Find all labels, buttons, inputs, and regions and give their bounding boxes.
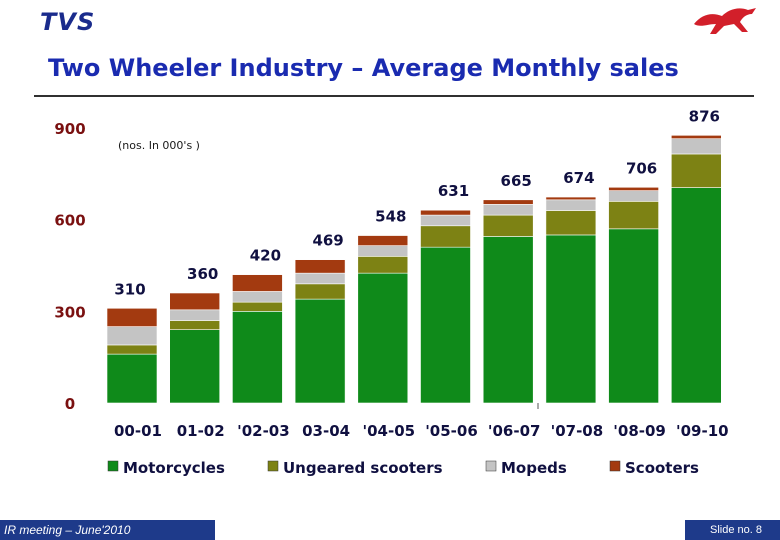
x-tick-label: '08-09: [613, 422, 666, 440]
bar-segment-motorcycles: [545, 234, 597, 404]
bar-segment-scooters: [482, 199, 534, 205]
x-tick-label: 03-04: [302, 422, 350, 440]
legend-swatch: [107, 460, 119, 472]
bar-segment-scooters: [420, 209, 471, 216]
bar-segment-ungeared-scooters: [420, 225, 471, 248]
x-tick-label: 01-02: [177, 422, 225, 440]
bar-segment-mopeds: [106, 326, 158, 346]
bar-segment-ungeared-scooters: [169, 320, 220, 330]
bar-segment-ungeared-scooters: [294, 283, 346, 300]
bar-segment-motorcycles: [670, 187, 722, 404]
x-tick-label: '09-10: [676, 422, 729, 440]
bar-segment-motorcycles: [420, 246, 471, 404]
bar-segment-mopeds: [232, 291, 283, 303]
x-tick-label: '04-05: [363, 422, 416, 440]
bar-segment-motorcycles: [357, 272, 409, 404]
bar-segment-scooters: [608, 186, 659, 191]
bar-total-label: 360: [187, 265, 218, 283]
bar-segment-scooters: [294, 259, 346, 274]
bar-segment-motorcycles: [608, 228, 659, 404]
title-divider: [34, 95, 754, 97]
legend-swatch: [267, 460, 279, 472]
x-tick-label: 00-01: [114, 422, 162, 440]
x-tick-label: '05-06: [425, 422, 478, 440]
bar-segment-ungeared-scooters: [232, 301, 283, 312]
bar-segment-mopeds: [169, 309, 220, 321]
legend-label: Mopeds: [501, 459, 567, 477]
bar-segment-mopeds: [608, 190, 659, 202]
bar-segment-scooters: [357, 235, 409, 246]
y-tick-label: 300: [54, 303, 85, 321]
legend-label: Motorcycles: [123, 459, 225, 477]
footer-slide-number: Slide no. 8: [685, 520, 780, 540]
bar-segment-mopeds: [420, 214, 471, 227]
bar-segment-ungeared-scooters: [670, 153, 722, 188]
bar-segment-ungeared-scooters: [357, 256, 409, 274]
bar-segment-mopeds: [482, 204, 534, 216]
bar-total-label: 469: [312, 232, 343, 250]
bar-segment-ungeared-scooters: [545, 210, 597, 236]
y-tick-label: 900: [54, 120, 85, 138]
bar-segment-ungeared-scooters: [608, 201, 659, 230]
bar-total-label: 310: [114, 280, 145, 298]
legend-swatch: [485, 460, 497, 472]
bar-segment-ungeared-scooters: [106, 344, 158, 355]
bar-segment-scooters: [545, 196, 597, 201]
bar-segment-scooters: [169, 292, 220, 311]
x-tick-label: '02-03: [237, 422, 290, 440]
bar-total-label: 420: [250, 247, 281, 265]
bar-total-label: 631: [438, 182, 469, 200]
chart-subtitle: (nos. In 000's ): [118, 139, 200, 152]
bar-segment-scooters: [106, 307, 158, 327]
bar-total-label: 706: [626, 159, 657, 177]
horse-logo-icon: [694, 8, 756, 34]
bar-segment-motorcycles: [294, 298, 346, 404]
footer-meeting-label: IR meeting – June'2010: [0, 520, 215, 540]
tvs-logo: TVS: [40, 8, 96, 36]
bar-segment-scooters: [232, 274, 283, 292]
bar-segment-mopeds: [357, 245, 409, 257]
legend-label: Ungeared scooters: [283, 459, 443, 477]
x-tick-label: '06-07: [488, 422, 541, 440]
legend-swatch: [609, 460, 621, 472]
y-tick-label: 600: [54, 212, 85, 230]
page-title: Two Wheeler Industry – Average Monthly s…: [48, 54, 679, 82]
bar-segment-mopeds: [670, 138, 722, 155]
bar-segment-mopeds: [294, 272, 346, 285]
legend-label: Scooters: [625, 459, 699, 477]
bar-segment-motorcycles: [169, 329, 220, 404]
bar-segment-motorcycles: [106, 353, 158, 404]
bar-segment-ungeared-scooters: [482, 214, 534, 237]
bar-segment-mopeds: [545, 199, 597, 211]
x-tick-label: '07-08: [551, 422, 604, 440]
y-tick-label: 0: [65, 395, 75, 413]
bar-total-label: 665: [501, 172, 532, 190]
bar-segment-scooters: [670, 135, 722, 139]
stacked-bar-chart: (nos. In 000's ) 0 300 600 900 310 360 420 469…: [54, 107, 729, 477]
bar-total-label: 548: [375, 208, 406, 226]
bar-segment-motorcycles: [482, 236, 534, 404]
bar-total-label: 876: [689, 107, 720, 125]
bar-segment-motorcycles: [232, 311, 283, 404]
bar-total-label: 674: [563, 169, 594, 187]
